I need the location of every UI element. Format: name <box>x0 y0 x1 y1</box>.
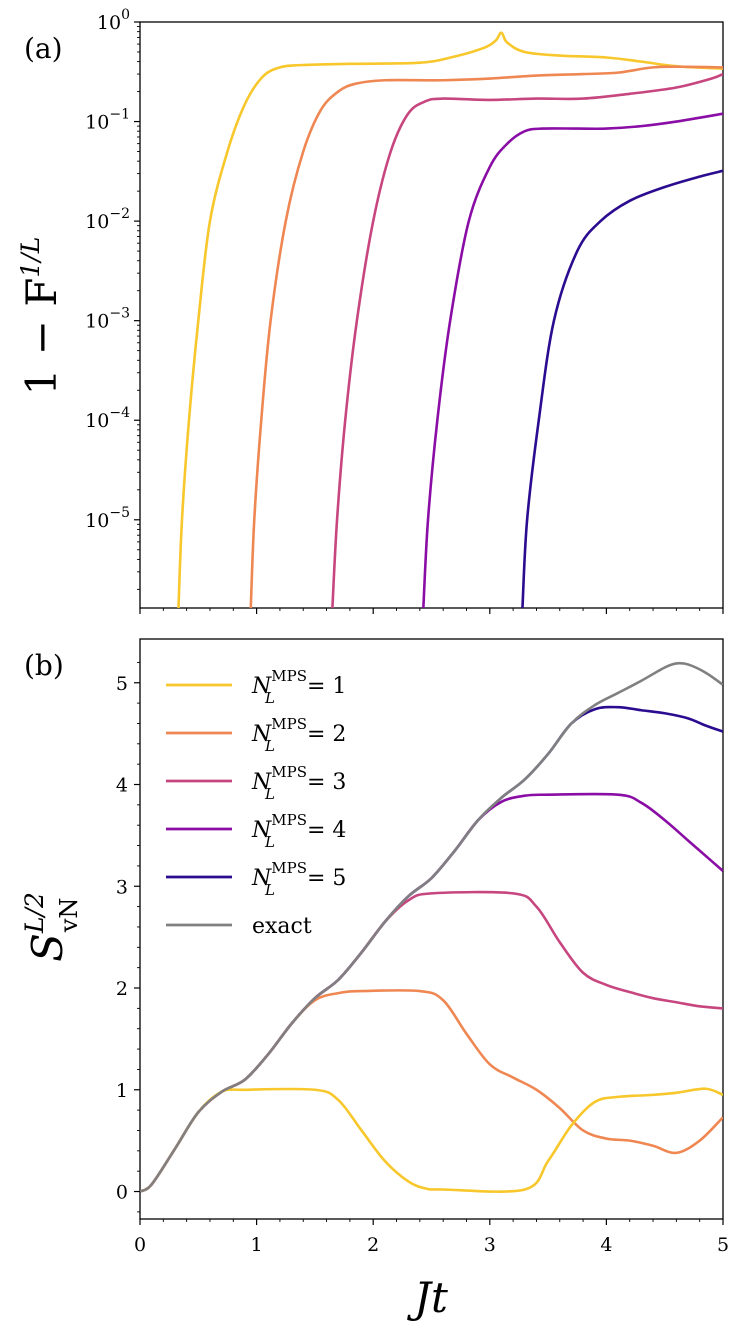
legend-label-6: exact <box>252 914 312 939</box>
svg-text:SL/2vN: SL/2 vN <box>20 892 83 962</box>
panel-b-ylabel-sub: vN <box>55 898 83 934</box>
legend-label-3: NMPS L = 3 <box>251 763 346 803</box>
panel-b-frame <box>139 638 724 1220</box>
panel-b-series-3 <box>140 890 723 1193</box>
panel-a-xticks <box>139 608 724 614</box>
panel-b-xtick-label-2: 2 <box>367 1234 379 1256</box>
panel-b-lines <box>140 661 723 1193</box>
panel-a-ytick-label-5: 10−5 <box>85 505 130 532</box>
panel-a-ytick-label-2: 10−2 <box>85 206 130 233</box>
panel-a-ylabel-main: 1 − F <box>17 278 66 396</box>
panel-b-ytick-label-3: 3 <box>116 876 128 898</box>
panel-a-yticks: 100 10−1 10−2 10−3 10−4 10−5 <box>85 7 140 590</box>
panel-b-ytick-label-4: 4 <box>116 775 128 797</box>
panel-a-series-2 <box>249 65 723 608</box>
legend-label-1: NMPS L = 1 <box>251 667 346 707</box>
panel-a-ylabel-sup: 1/L <box>16 237 45 278</box>
panel-b-ylabel-sup: L/2 <box>20 892 49 934</box>
panel-b-series-6 <box>140 661 723 1193</box>
panel-b-ytick-label-1: 1 <box>116 1080 128 1102</box>
panel-b-ytick-label-2: 2 <box>116 978 128 1000</box>
panel-a-lines <box>177 31 723 608</box>
panel-a-ytick-label-0: 100 <box>97 7 130 34</box>
panel-b-ylabel: SL/2 vN <box>20 892 83 962</box>
panel-a-series-3 <box>331 72 723 608</box>
panel-b-xtick-label-4: 4 <box>600 1234 612 1256</box>
panel-b-xtick-label-3: 3 <box>484 1234 496 1256</box>
panel-b-series-1 <box>140 1087 723 1193</box>
legend-label-2: NMPS L = 2 <box>251 715 346 755</box>
panel-a-ytick-label-4: 10−4 <box>85 405 130 432</box>
panel-b-xtick-label-5: 5 <box>717 1234 729 1256</box>
legend-label-5: NMPS L = 5 <box>251 859 346 899</box>
panel-b-xlabel: Jt <box>406 1273 448 1322</box>
panel-a-series-4 <box>422 112 723 608</box>
panel-a-ylabel: 1 − F1/L <box>16 237 66 396</box>
panel-a-ytick-label-3: 10−3 <box>85 306 130 333</box>
panel-a-series-5 <box>521 169 723 608</box>
panel-b-xtick-label-1: 1 <box>251 1234 263 1256</box>
svg-text:1 − F1/L: 1 − F1/L <box>16 237 66 396</box>
panel-a: (a) 1 − F1/L 100 10−1 10−2 10−3 10−4 10−5 <box>16 7 724 614</box>
panel-b-label: (b) <box>24 649 64 682</box>
panel-b-xticks: 0 1 2 3 4 5 <box>134 1219 729 1256</box>
panel-b-ylabel-main: S <box>23 933 72 962</box>
panel-a-ytick-label-1: 10−1 <box>85 107 130 134</box>
panel-b-xtick-label-0: 0 <box>134 1234 146 1256</box>
legend: NMPS L = 1 NMPS L = 2 NMPS L = 3 NMPS L = 4 NMPS L = 5… <box>166 667 346 939</box>
panel-b-ytick-label-5: 5 <box>116 673 128 695</box>
panel-a-frame <box>139 21 724 609</box>
legend-label-4: NMPS L = 4 <box>251 811 346 851</box>
panel-a-label: (a) <box>24 32 63 65</box>
panel-a-series-1 <box>177 31 723 608</box>
panel-b-yticks: 0 1 2 3 4 5 <box>116 661 140 1213</box>
panel-b-ytick-label-0: 0 <box>116 1182 128 1204</box>
